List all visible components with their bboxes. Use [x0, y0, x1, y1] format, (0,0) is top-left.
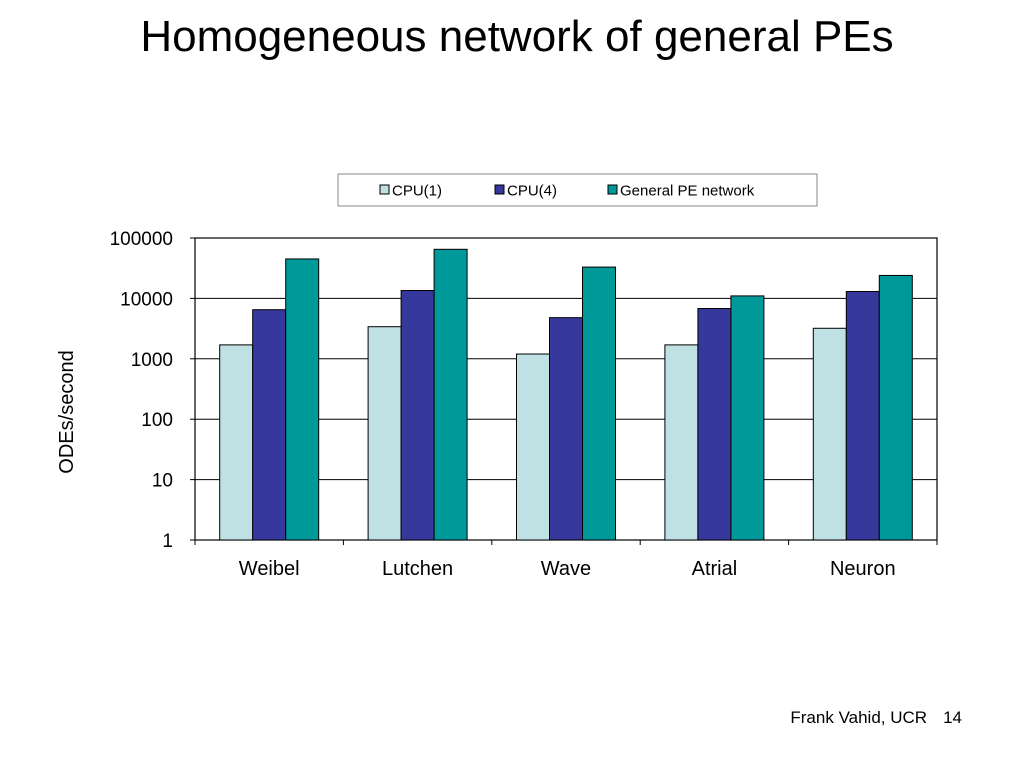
- bar: [285, 258, 320, 541]
- bar: [400, 290, 435, 541]
- legend-swatch: [379, 184, 390, 195]
- bar: [549, 317, 583, 541]
- bar: [845, 291, 880, 541]
- y-axis-label: ODEs/second: [56, 350, 78, 473]
- legend-label: General PE network: [620, 183, 755, 200]
- y-tick-label: 10000: [120, 289, 173, 310]
- bar: [697, 308, 732, 541]
- legend-swatch: [607, 184, 618, 195]
- slide-footer: Frank Vahid, UCR 14: [790, 708, 962, 728]
- y-tick-label: 100000: [110, 229, 173, 250]
- bar: [812, 327, 847, 541]
- legend-label: CPU(4): [507, 183, 557, 200]
- bar: [730, 295, 765, 541]
- legend-box: [337, 173, 818, 207]
- bar: [252, 309, 287, 541]
- bar: [367, 326, 402, 541]
- page-number: 14: [943, 708, 962, 727]
- x-tick-label: Wave: [541, 558, 591, 580]
- footer-author: Frank Vahid, UCR: [790, 708, 928, 727]
- legend-swatch: [494, 184, 505, 195]
- slide-title: Homogeneous network of general PEs: [140, 12, 894, 61]
- y-tick-label: 100: [141, 410, 173, 431]
- bar: [582, 266, 616, 541]
- y-tick-label: 1000: [131, 350, 173, 371]
- x-tick-label: Weibel: [239, 558, 300, 580]
- bar: [433, 248, 468, 541]
- bar: [878, 274, 913, 541]
- bar: [664, 344, 699, 541]
- x-tick-label: Atrial: [692, 558, 738, 580]
- y-tick-label: 1: [162, 531, 173, 552]
- legend-label: CPU(1): [392, 183, 442, 200]
- y-tick-label: 10: [152, 471, 173, 492]
- bar: [516, 353, 550, 541]
- bar: [219, 344, 254, 541]
- x-tick-label: Neuron: [830, 558, 896, 580]
- x-tick-label: Lutchen: [382, 558, 453, 580]
